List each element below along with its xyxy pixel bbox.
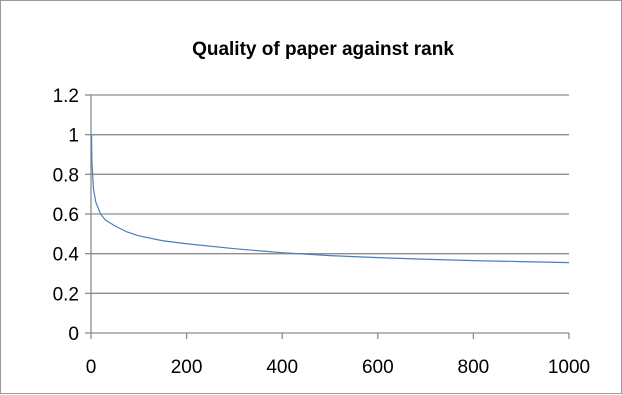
y-tick-label-5: 1: [68, 126, 79, 147]
series-line-0: [90, 134, 570, 264]
gridlines: [91, 94, 569, 294]
y-tick-label-0: 0: [68, 324, 79, 345]
x-tick-label-5: 1000: [548, 357, 590, 378]
axes: [85, 94, 570, 339]
x-tick-label-0: 0: [86, 357, 97, 378]
series-layer: [90, 134, 570, 264]
y-tick-label-6: 1.2: [53, 86, 79, 107]
x-tick-label-4: 800: [458, 357, 490, 378]
x-axis-tick-labels: 0 200 400 600 800 1000: [86, 357, 590, 378]
y-tick-label-1: 0.2: [53, 284, 79, 305]
y-axis-tick-labels: 0 0.2 0.4 0.6 0.8 1 1.2: [53, 86, 80, 345]
x-tick-label-1: 200: [171, 357, 203, 378]
chart-title: Quality of paper against rank: [192, 39, 454, 60]
y-tick-label-4: 0.8: [53, 165, 79, 186]
x-tick-label-2: 400: [266, 357, 298, 378]
x-tick-label-3: 600: [362, 357, 394, 378]
y-tick-label-2: 0.4: [53, 245, 80, 266]
y-tick-label-3: 0.6: [53, 205, 79, 226]
